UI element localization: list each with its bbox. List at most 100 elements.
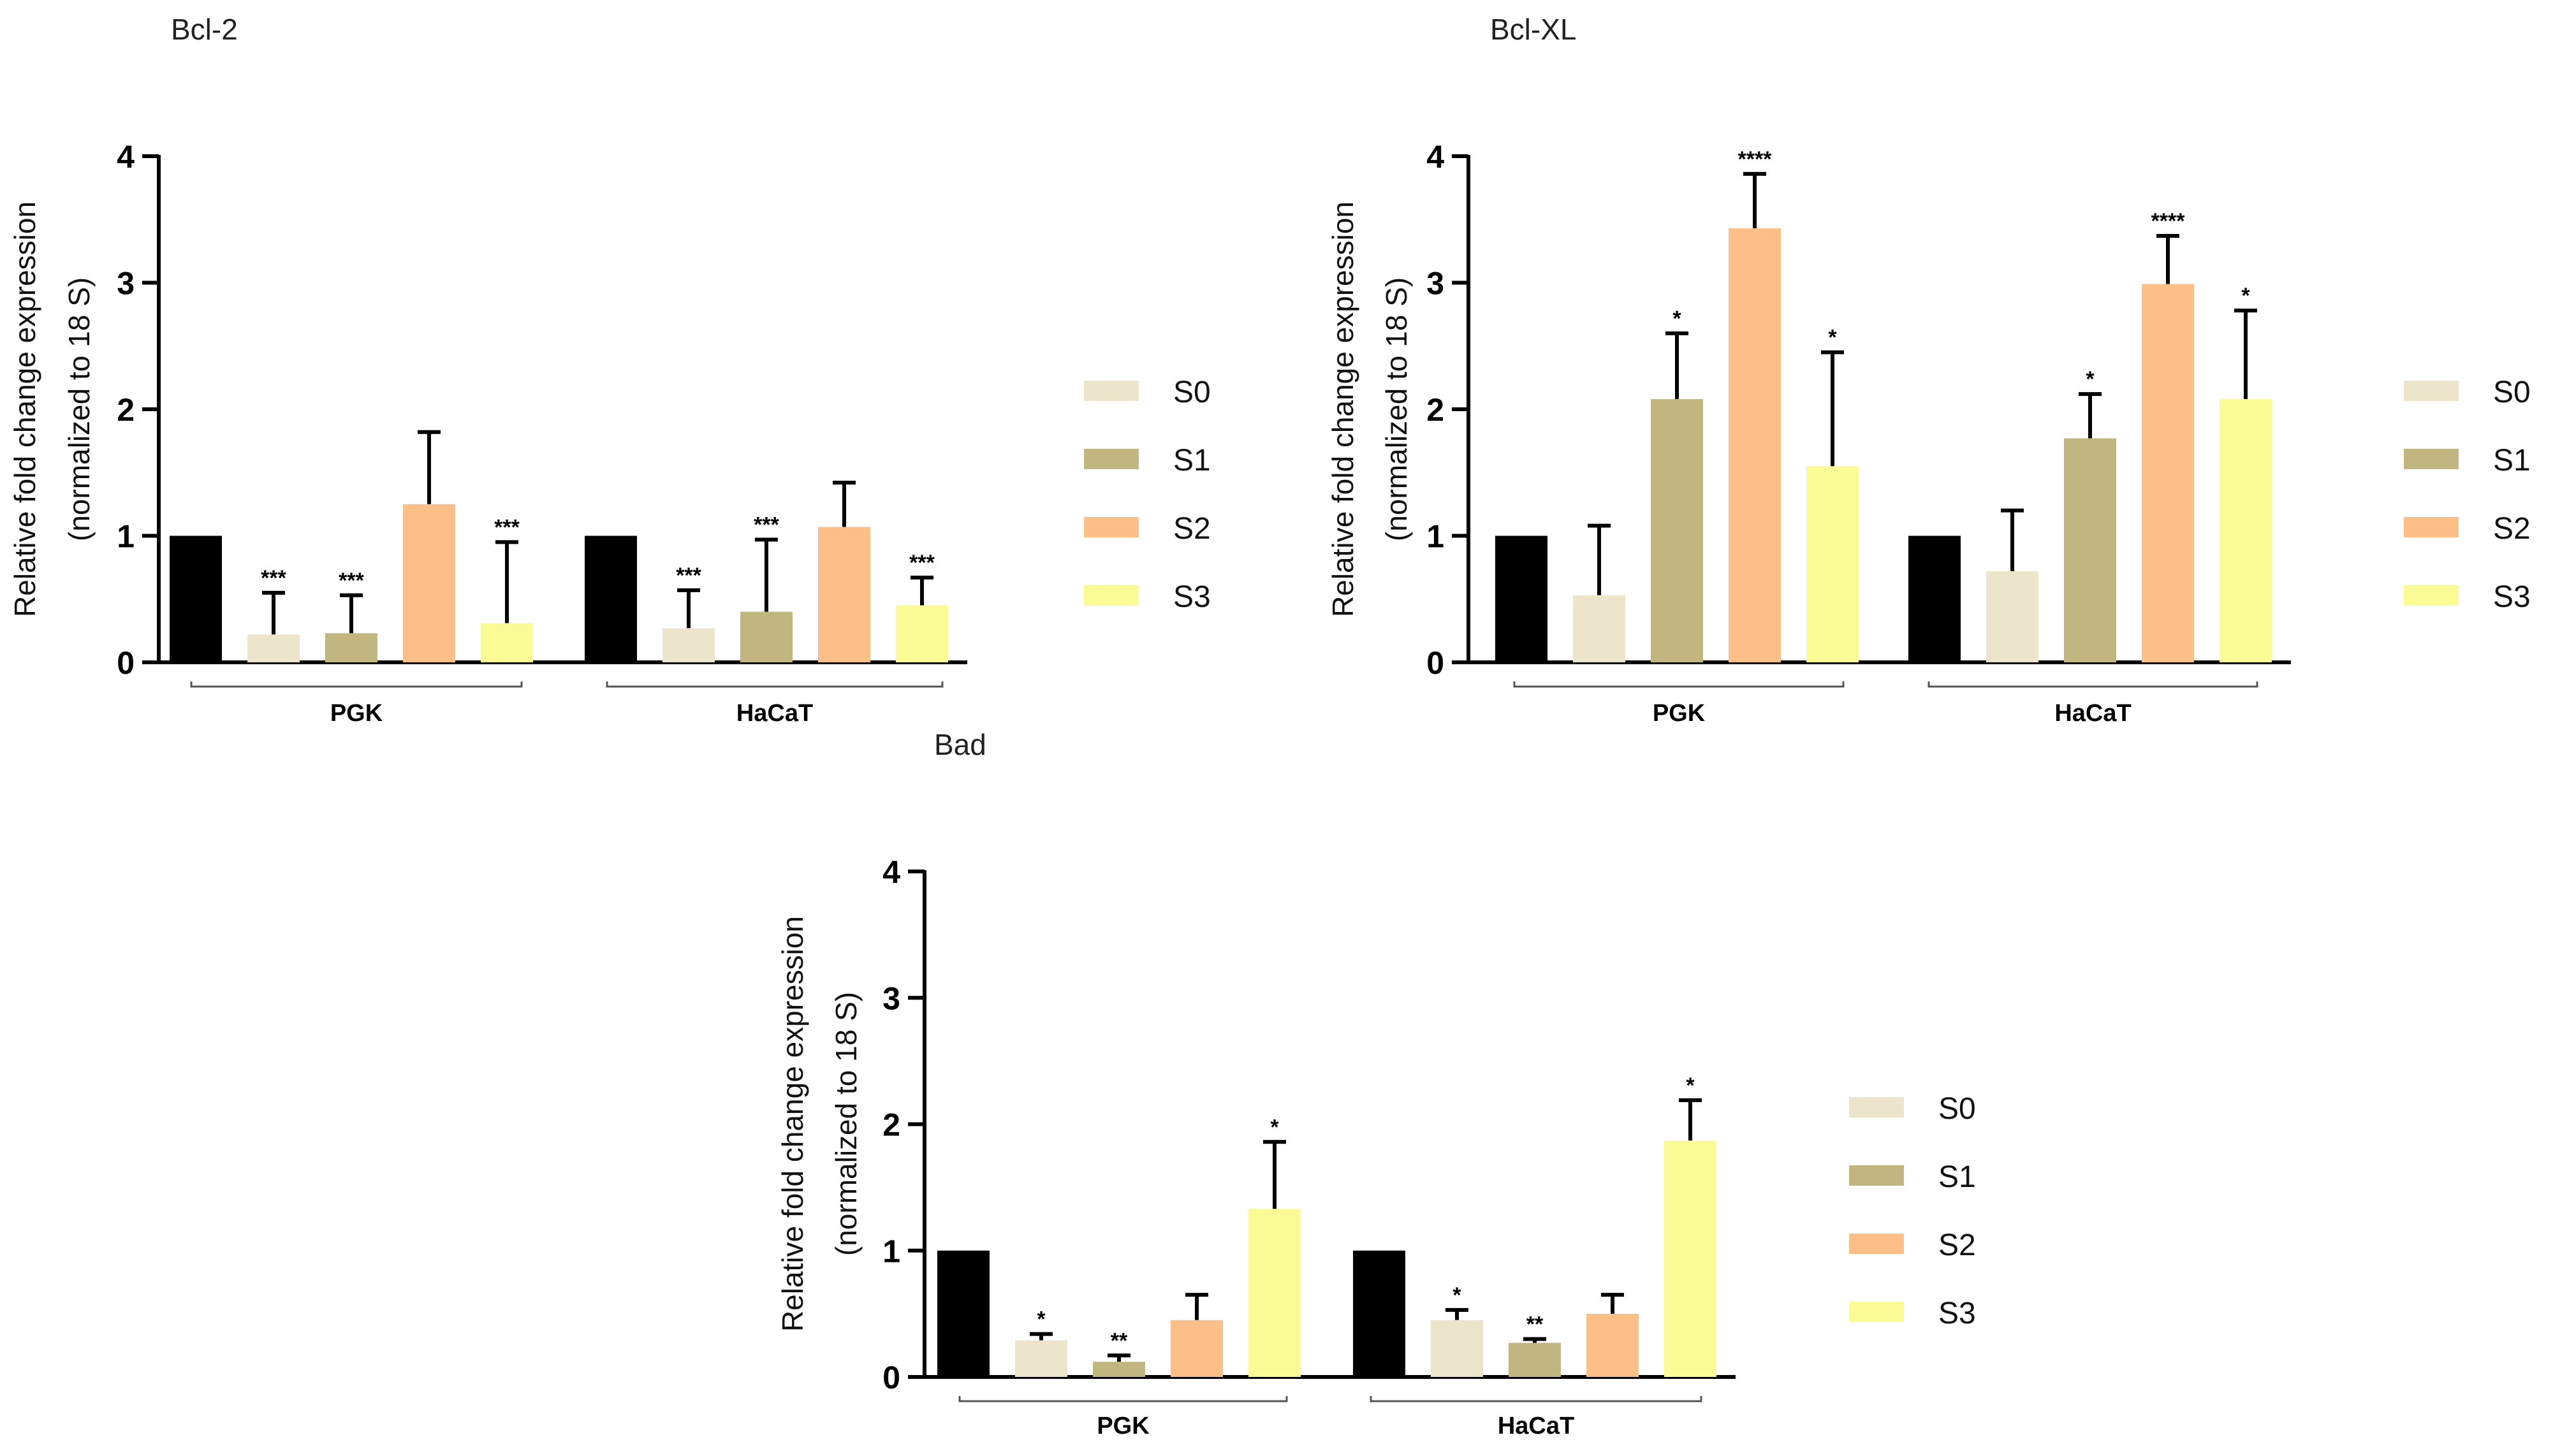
chart-panel-2: Bcl-XL Relative fold change expression (no… [1326, 13, 2531, 727]
legend-label-s2: S2 [2493, 512, 2531, 546]
legend-swatch-s1 [1849, 1165, 1904, 1186]
significance-label: ** [1526, 1313, 1544, 1337]
y-tick-label: 3 [117, 266, 135, 302]
significance-label: *** [494, 515, 520, 539]
legend-label-s3: S3 [1938, 1297, 1976, 1330]
bar-s2-pgk [1729, 228, 1781, 662]
y-tick-label: 2 [882, 1107, 900, 1143]
bar-s3-pgk [1248, 1209, 1301, 1377]
y-tick-label: 3 [882, 980, 900, 1016]
legend-swatch-s0 [1084, 381, 1139, 401]
legend-swatch-s3 [1084, 585, 1139, 606]
legend-swatch-s2 [2404, 517, 2459, 537]
bar-s3-pgk [1806, 466, 1859, 662]
y-tick-label: 2 [117, 392, 135, 428]
significance-label: *** [339, 569, 364, 593]
bar-s0-hacat [662, 628, 715, 662]
legend-swatch-s3 [2404, 585, 2459, 606]
bar-control-pgk [170, 535, 222, 662]
bar-s1-hacat [2064, 438, 2116, 662]
y-tick-label: 1 [117, 519, 135, 555]
bar-control-hacat [1353, 1250, 1405, 1377]
legend-swatch-s2 [1084, 517, 1139, 537]
bar-s3-hacat [1664, 1140, 1716, 1377]
x-group-label: HaCaT [2054, 700, 2131, 727]
legend-label-s2: S2 [1938, 1228, 1976, 1262]
y-axis-label: Relative fold change expression [1326, 201, 1359, 617]
chart-panel-3: Bad Relative fold change expression (norma… [776, 728, 1976, 1439]
significance-label: ** [1111, 1329, 1128, 1353]
significance-label: * [2086, 367, 2095, 391]
y-tick-label: 2 [1426, 392, 1444, 428]
legend-label-s0: S0 [1938, 1092, 1976, 1126]
legend-label-s1: S1 [1938, 1160, 1976, 1194]
chart-title: Bcl-2 [171, 13, 238, 46]
group-bracket [1928, 681, 2258, 688]
group-bracket [958, 1396, 1288, 1402]
legend-label-s0: S0 [2493, 375, 2531, 409]
chart-title: Bcl-XL [1490, 13, 1576, 46]
bar-control-pgk [937, 1250, 990, 1377]
significance-label: * [1452, 1283, 1461, 1307]
legend: S0 S1 S2 S3 [1849, 1092, 1976, 1330]
legend-swatch-s1 [1084, 449, 1139, 469]
y-axis-label-secondary: (normalized to 18 S) [1380, 277, 1413, 541]
legend-swatch-s3 [1849, 1302, 1904, 1322]
legend: S0 S1 S2 S3 [2404, 375, 2531, 614]
bar-s1-hacat [1509, 1343, 1561, 1377]
x-group-label: HaCaT [736, 700, 813, 727]
y-tick-label: 4 [117, 139, 135, 175]
bar-s0-hacat [1431, 1320, 1483, 1377]
significance-label: * [1672, 307, 1681, 331]
legend-swatch-s1 [2404, 449, 2459, 469]
bar-s1-pgk [325, 633, 377, 662]
significance-label: *** [261, 566, 286, 590]
x-group-label: PGK [330, 700, 383, 727]
bar-s1-pgk [1651, 399, 1703, 662]
significance-label: *** [754, 513, 779, 537]
significance-label: **** [1738, 147, 1773, 171]
y-tick-label: 0 [1426, 645, 1444, 681]
legend: S0 S1 S2 S3 [1084, 375, 1211, 614]
bar-control-pgk [1495, 535, 1547, 662]
significance-label: * [2241, 284, 2250, 308]
group-bracket [1513, 681, 1845, 688]
bar-s0-pgk [1573, 595, 1625, 662]
y-axis-label-secondary: (normalized to 18 S) [830, 992, 863, 1256]
y-tick-label: 4 [1426, 139, 1444, 175]
group-bracket [1370, 1396, 1702, 1402]
bar-control-hacat [585, 535, 637, 662]
group-bracket [606, 681, 944, 688]
bar-s1-hacat [740, 611, 793, 662]
bar-s2-pgk [1171, 1320, 1223, 1377]
bar-s3-hacat [896, 605, 948, 662]
y-tick-label: 3 [1426, 266, 1444, 302]
bar-s1-pgk [1093, 1362, 1145, 1377]
x-group-label: PGK [1653, 700, 1706, 727]
significance-label: * [1270, 1115, 1279, 1139]
legend-label-s1: S1 [1173, 444, 1211, 477]
legend-label-s3: S3 [2493, 580, 2531, 614]
y-tick-label: 4 [882, 854, 900, 890]
bar-s2-hacat [818, 527, 870, 662]
legend-swatch-s0 [2404, 381, 2459, 401]
y-tick-label: 1 [882, 1234, 900, 1269]
x-group-label: PGK [1097, 1413, 1150, 1439]
x-group-label: HaCaT [1498, 1413, 1574, 1439]
bar-s0-pgk [247, 634, 300, 662]
bar-s3-pgk [481, 623, 533, 662]
y-axis-label: Relative fold change expression [8, 201, 41, 617]
significance-label: * [1828, 326, 1837, 350]
legend-swatch-s0 [1849, 1097, 1904, 1117]
significance-label: *** [909, 551, 935, 575]
y-tick-label: 0 [882, 1360, 900, 1395]
legend-label-s2: S2 [1173, 512, 1211, 546]
chart-title: Bad [934, 728, 986, 761]
significance-label: **** [2151, 209, 2186, 233]
legend-label-s0: S0 [1173, 375, 1211, 409]
bar-control-hacat [1908, 535, 1961, 662]
significance-label: * [1686, 1074, 1695, 1098]
legend-swatch-s2 [1849, 1234, 1904, 1254]
chart-panel-1: Bcl-2 Relative fold change expression (nor… [8, 13, 1211, 727]
